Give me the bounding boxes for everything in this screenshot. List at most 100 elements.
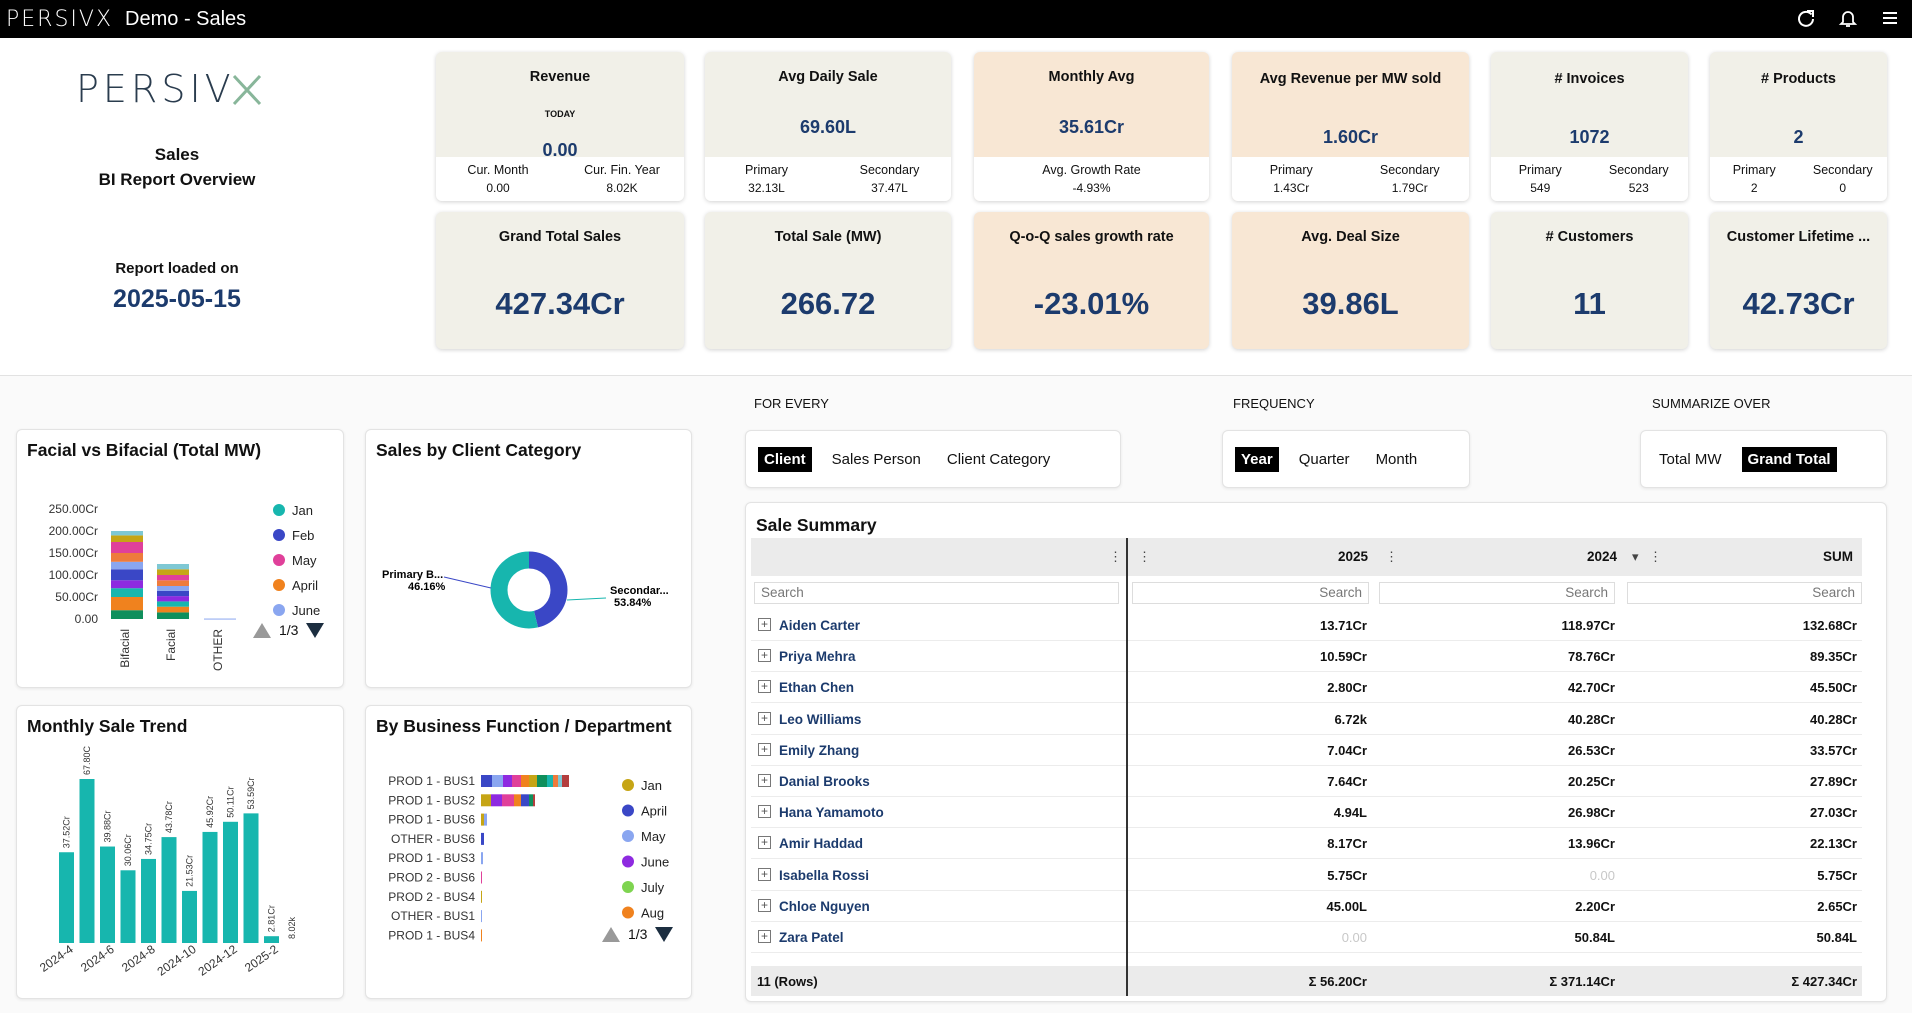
bell-icon[interactable] bbox=[1836, 6, 1860, 30]
option-grand-total[interactable]: Grand Total bbox=[1741, 446, 1837, 472]
client-name[interactable]: Danial Brooks bbox=[779, 774, 870, 789]
option-client[interactable]: Client bbox=[758, 446, 812, 472]
search-row: Search Search Search Search bbox=[751, 582, 1862, 606]
kpi-avg-daily-sale: Avg Daily Sale 69.60L Primary 32.13L Seco… bbox=[705, 52, 951, 201]
expand-icon[interactable]: + bbox=[758, 618, 771, 631]
pager-down-icon[interactable] bbox=[655, 926, 674, 942]
column-menu-icon[interactable]: ⋮ bbox=[1138, 549, 1151, 564]
cell-sum: 27.89Cr bbox=[1810, 774, 1857, 789]
bar bbox=[59, 852, 74, 943]
stacked-bar-segment bbox=[157, 569, 189, 575]
expand-icon[interactable]: + bbox=[758, 805, 771, 819]
table-row[interactable]: + Emily Zhang 7.04Cr 26.53Cr 33.57Cr bbox=[751, 735, 1862, 766]
option-sales-person[interactable]: Sales Person bbox=[831, 450, 921, 468]
cell-2024: 0.00 bbox=[1589, 867, 1615, 883]
expand-icon[interactable]: + bbox=[758, 836, 771, 850]
kpi-sub-value: 2 bbox=[1750, 181, 1758, 195]
option-total-mw[interactable]: Total MW bbox=[1659, 450, 1722, 468]
client-name[interactable]: Zara Patel bbox=[779, 930, 844, 945]
search-input-2025[interactable]: Search bbox=[1132, 582, 1369, 604]
business-function-chart: PROD 1 - BUS1 PROD 1 - BUS2 PROD 1 - BUS6 O… bbox=[388, 774, 669, 942]
column-menu-icon[interactable]: ⋮ bbox=[1109, 549, 1122, 564]
brand-title-line2: BI Report Overview bbox=[98, 170, 256, 189]
kpi-products: # Products 2 Primary 2 Secondary 0 bbox=[1710, 52, 1887, 201]
column-header-2025[interactable]: 2025 bbox=[1337, 549, 1368, 564]
client-name[interactable]: Ethan Chen bbox=[779, 680, 855, 696]
search-input-name[interactable]: Search bbox=[754, 582, 1119, 604]
pager-up-icon[interactable] bbox=[253, 622, 271, 638]
expand-icon[interactable]: + bbox=[758, 711, 771, 725]
kpi-total-sale-mw: Total Sale (MW) 266.72 bbox=[705, 212, 951, 349]
stacked-bar-segment bbox=[157, 601, 189, 607]
column-divider[interactable] bbox=[1126, 538, 1128, 996]
stacked-bar-segment bbox=[481, 775, 492, 787]
bar bbox=[182, 890, 197, 943]
kpi-value: 1072 bbox=[1569, 127, 1610, 147]
legend-label: Jan bbox=[292, 503, 313, 518]
search-input-2024[interactable]: Search bbox=[1379, 582, 1615, 604]
expand-icon[interactable]: + bbox=[758, 649, 771, 663]
cell-2025: 45.00L bbox=[1326, 898, 1367, 914]
stacked-bar-segment bbox=[157, 590, 189, 597]
client-name[interactable]: Priya Mehra bbox=[779, 649, 856, 665]
kpi-value: 39.86L bbox=[1302, 286, 1399, 321]
option-month[interactable]: Month bbox=[1375, 450, 1418, 468]
table-row[interactable]: + Priya Mehra 10.59Cr 78.76Cr 89.35Cr bbox=[751, 641, 1862, 673]
table-row[interactable]: + Chloe Nguyen 45.00L 2.20Cr 2.65Cr bbox=[751, 891, 1862, 922]
table-row[interactable]: + Amir Haddad 8.17Cr 13.96Cr 22.13Cr bbox=[751, 828, 1862, 860]
kpi-sub-label: Primary bbox=[744, 163, 789, 177]
stacked-bar-segment bbox=[481, 813, 484, 826]
column-menu-icon[interactable]: ⋮ bbox=[1385, 549, 1398, 564]
table-row[interactable]: + Ethan Chen 2.80Cr 42.70Cr 45.50Cr bbox=[751, 672, 1862, 704]
expand-icon[interactable]: + bbox=[758, 680, 771, 694]
kpi-value: 11 bbox=[1573, 286, 1606, 321]
expand-icon[interactable]: + bbox=[758, 742, 771, 756]
expand-icon[interactable]: + bbox=[758, 930, 771, 943]
cell-sum: 5.75Cr bbox=[1817, 867, 1857, 883]
option-client-category[interactable]: Client Category bbox=[946, 450, 1051, 468]
x-tick-label: 2024-4 bbox=[37, 942, 76, 975]
table-row[interactable]: + Danial Brooks 7.64Cr 20.25Cr 27.89Cr bbox=[751, 766, 1862, 797]
y-tick-label: PROD 2 - BUS6 bbox=[388, 871, 475, 885]
kpi-footer: Primary 1.43Cr Secondary 1.79Cr bbox=[1232, 157, 1469, 201]
column-header-sum[interactable]: SUM bbox=[1823, 549, 1853, 564]
stacked-bar-segment bbox=[157, 596, 189, 602]
client-name[interactable]: Isabella Rossi bbox=[779, 867, 870, 883]
search-input-sum[interactable]: Search bbox=[1627, 582, 1862, 604]
client-name[interactable]: Emily Zhang bbox=[779, 742, 860, 758]
expand-icon[interactable]: + bbox=[758, 774, 771, 787]
client-name[interactable]: Leo Williams bbox=[779, 711, 862, 727]
stacked-bar-segment bbox=[111, 553, 143, 562]
table-row[interactable]: + Leo Williams 6.72k 40.28Cr 40.28Cr bbox=[751, 704, 1862, 735]
pager-down-icon[interactable] bbox=[306, 622, 325, 638]
table-row[interactable]: + Aiden Carter 13.71Cr 118.97Cr 132.68Cr bbox=[751, 610, 1862, 641]
refresh-icon[interactable] bbox=[1794, 6, 1818, 30]
option-quarter[interactable]: Quarter bbox=[1298, 450, 1350, 468]
cell-2024: 40.28Cr bbox=[1568, 711, 1615, 727]
expand-icon[interactable]: + bbox=[758, 898, 771, 912]
table-row[interactable]: + Zara Patel 0.00 50.84L 50.84L bbox=[751, 922, 1862, 953]
option-year[interactable]: Year bbox=[1235, 446, 1279, 472]
kpi-title: Avg Daily Sale bbox=[778, 69, 878, 85]
client-name[interactable]: Aiden Carter bbox=[779, 618, 861, 633]
column-menu-icon[interactable]: ⋮ bbox=[1649, 549, 1662, 564]
client-name[interactable]: Chloe Nguyen bbox=[779, 898, 870, 914]
column-header-2024[interactable]: 2024 bbox=[1586, 549, 1617, 564]
stacked-bar-segment bbox=[533, 794, 535, 807]
data-label: 43.78Cr bbox=[164, 801, 174, 833]
table-row[interactable]: + Isabella Rossi 5.75Cr 0.00 5.75Cr bbox=[751, 860, 1862, 891]
pager-up-icon[interactable] bbox=[602, 926, 620, 942]
cell-2025: 4.94L bbox=[1333, 805, 1367, 821]
kpi-footer: Primary 32.13L Secondary 37.47L bbox=[705, 157, 951, 201]
data-label: 2.81Cr bbox=[267, 905, 277, 932]
client-name[interactable]: Amir Haddad bbox=[779, 836, 864, 852]
stacked-bar-segment bbox=[157, 564, 189, 570]
table-row[interactable]: + Hana Yamamoto 4.94L 26.98Cr 27.03Cr bbox=[751, 797, 1862, 829]
facial-bifacial-chart: 250.00Cr 200.00Cr 150.00Cr 100.00Cr 50.00Cr 0… bbox=[49, 502, 321, 671]
expand-icon[interactable]: + bbox=[758, 867, 771, 881]
client-name[interactable]: Hana Yamamoto bbox=[779, 805, 884, 821]
sort-desc-icon[interactable]: ▾ bbox=[1632, 549, 1639, 564]
menu-icon[interactable] bbox=[1878, 6, 1902, 30]
x-tick-label: 2024-12 bbox=[196, 942, 240, 979]
stacked-bar-segment bbox=[558, 775, 562, 787]
